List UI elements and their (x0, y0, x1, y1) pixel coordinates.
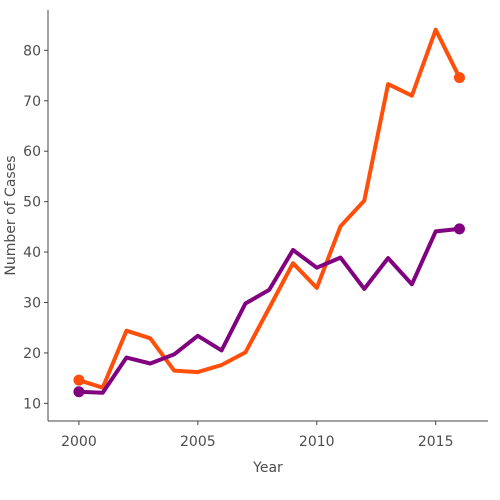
y-tick-label: 10 (23, 396, 41, 412)
y-ticks: 10 20 30 40 50 60 70 80 (23, 43, 48, 412)
series-2-start-point (73, 386, 85, 398)
series-group (73, 27, 465, 398)
y-tick-label: 20 (23, 346, 41, 362)
x-axis-title: Year (252, 460, 283, 476)
y-tick-label: 40 (23, 245, 41, 261)
series-1-end-point (453, 72, 465, 84)
y-tick-label: 60 (23, 144, 41, 160)
x-ticks: 2000 2005 2010 2015 (61, 421, 453, 450)
x-tick-label: 2010 (299, 434, 335, 450)
x-tick-label: 2000 (61, 434, 97, 450)
y-tick-label: 50 (23, 195, 41, 211)
y-tick-label: 30 (23, 295, 41, 311)
series-line-2 (76, 226, 462, 395)
y-axis-title: Number of Cases (3, 155, 19, 275)
series-2-end-point (453, 223, 465, 235)
x-tick-label: 2015 (418, 434, 454, 450)
y-tick-label: 70 (23, 94, 41, 110)
series-line-1 (76, 27, 462, 390)
y-tick-label: 80 (23, 43, 41, 59)
x-tick-label: 2005 (180, 434, 216, 450)
series-1-start-point (73, 374, 85, 386)
